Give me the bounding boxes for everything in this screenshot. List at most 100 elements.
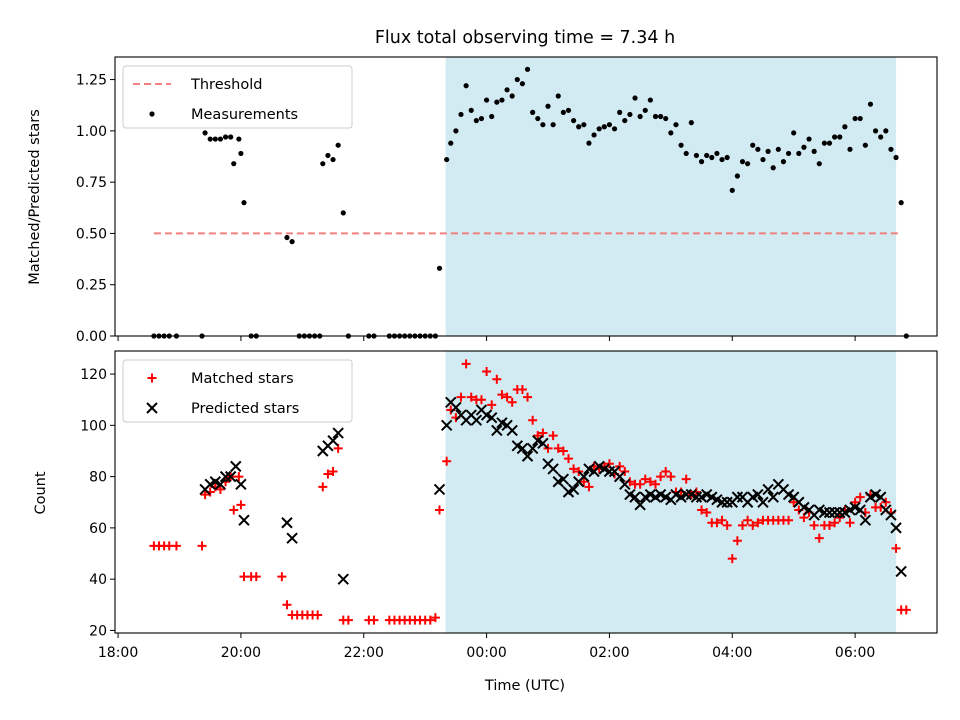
measurement-point	[709, 154, 715, 161]
top-y-tick-label: 1.25	[76, 73, 107, 89]
predicted-star-point	[823, 506, 836, 519]
measurement-point	[448, 140, 454, 146]
predicted-star-point	[470, 414, 483, 426]
measurement-point	[524, 66, 531, 72]
measurement-point	[289, 239, 295, 245]
measurement-point	[601, 124, 607, 130]
measurement-point	[658, 113, 664, 120]
matched-star-point	[825, 520, 835, 530]
x-axis-label: Time (UTC)	[484, 678, 565, 694]
measurement-point	[483, 97, 490, 103]
predicted-star-point	[485, 411, 498, 424]
measurement-point	[719, 156, 725, 163]
bottom-observing-window	[445, 351, 897, 633]
measurement-point	[453, 128, 459, 134]
measurement-point	[571, 117, 577, 124]
bottom-series-matched-stars	[149, 359, 911, 625]
matched-star-point	[553, 443, 563, 453]
top-y-tick-label: 0.75	[76, 175, 107, 191]
measurement-point	[678, 142, 684, 148]
measurement-point	[693, 152, 700, 159]
matched-star-point	[891, 543, 901, 553]
matched-star-point	[814, 533, 824, 543]
matched-star-point	[482, 367, 492, 377]
top-panel: 0.00 0.25 0.50 0.75 1.00 1.25 Threshold Measure…	[76, 56, 938, 345]
top-legend-label: Measurements	[191, 107, 298, 123]
bottom-panel: 20 40 60 80 100 120 18:00 20:00 22:00 00:00 02:00 0…	[80, 350, 938, 661]
measurement-point	[837, 134, 843, 140]
measurement-point	[591, 132, 597, 138]
measurement-point	[217, 136, 224, 142]
bottom-axes-frame	[114, 350, 938, 634]
measurement-point	[862, 142, 868, 148]
measurement-point	[688, 120, 694, 126]
measurement-point	[586, 140, 592, 146]
measurement-point	[755, 146, 761, 152]
predicted-star-point	[757, 496, 769, 508]
measurement-point	[832, 134, 838, 140]
measurement-point	[642, 107, 648, 113]
predicted-star-point	[603, 465, 616, 478]
measurement-point	[617, 109, 623, 115]
matched-star-point	[497, 390, 507, 400]
measurement-point	[739, 159, 746, 165]
matched-star-point	[523, 392, 533, 402]
measurement-point	[509, 93, 515, 99]
measurement-point	[238, 150, 244, 157]
matched-star-point	[661, 466, 671, 476]
measurement-point	[811, 148, 817, 154]
predicted-star-point	[752, 488, 764, 501]
predicted-star-point	[731, 491, 744, 503]
measurement-point	[632, 95, 638, 101]
measurement-point	[791, 130, 797, 136]
measurement-point	[770, 165, 776, 171]
predicted-star-point	[895, 565, 907, 578]
bottom-y-tick-label: 80	[89, 470, 107, 486]
x-tick-label: 18:00	[98, 645, 138, 661]
matched-star-point	[343, 615, 353, 625]
measurement-point	[611, 126, 618, 132]
matched-star-point	[574, 466, 584, 476]
matched-star-point	[702, 508, 712, 518]
measurement-point	[478, 115, 485, 122]
measurement-point	[489, 113, 495, 120]
predicted-star-point	[491, 424, 503, 437]
measurement-point	[340, 210, 346, 216]
matched-star-point	[200, 490, 210, 500]
bottom-legend: Matched stars Predicted stars	[122, 359, 353, 423]
measurement-point	[499, 97, 505, 103]
matched-star-point	[620, 466, 630, 476]
predicted-star-point	[834, 506, 846, 519]
matched-star-point	[328, 466, 338, 476]
top-series-measurements	[151, 66, 909, 339]
bottom-y-tick-label: 20	[89, 623, 107, 639]
matched-star-point	[579, 477, 589, 487]
matched-star-point	[502, 392, 512, 402]
matched-star-point	[528, 415, 538, 425]
measurement-point	[540, 122, 546, 128]
legend-measurement-swatch	[149, 111, 155, 117]
top-y-axis-label: Matched/Predicted stars	[27, 109, 43, 285]
predicted-star-point	[874, 491, 887, 503]
bottom-legend-label: Matched stars	[191, 371, 294, 387]
predicted-star-point	[885, 509, 897, 521]
predicted-star-point	[281, 517, 293, 529]
measurement-point	[826, 140, 833, 146]
measurement-point	[555, 93, 561, 99]
x-tick-label: 00:00	[466, 645, 506, 661]
predicted-star-point	[721, 496, 733, 508]
measurement-point	[330, 156, 336, 163]
predicted-star-point	[680, 488, 692, 501]
measurement-point	[637, 113, 643, 120]
predicted-star-point	[516, 442, 529, 455]
measurement-point	[514, 76, 520, 83]
top-legend-label: Threshold	[190, 77, 262, 93]
top-y-tick-label: 1.00	[76, 124, 107, 140]
measurement-point	[878, 134, 884, 140]
top-y-tick-label: 0.50	[76, 226, 107, 242]
measurement-point	[606, 122, 613, 128]
bottom-y-tick-label: 60	[89, 521, 107, 537]
top-legend-box	[122, 65, 353, 129]
matched-star-point	[650, 479, 660, 489]
matched-star-point	[456, 392, 466, 402]
